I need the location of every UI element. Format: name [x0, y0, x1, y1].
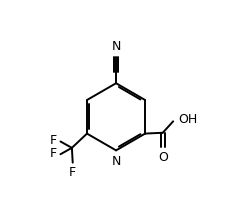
Text: F: F	[69, 166, 76, 179]
Text: F: F	[50, 135, 57, 147]
Text: N: N	[112, 155, 121, 168]
Text: O: O	[158, 151, 168, 164]
Text: F: F	[50, 147, 57, 160]
Text: N: N	[111, 40, 121, 53]
Text: OH: OH	[178, 114, 197, 126]
